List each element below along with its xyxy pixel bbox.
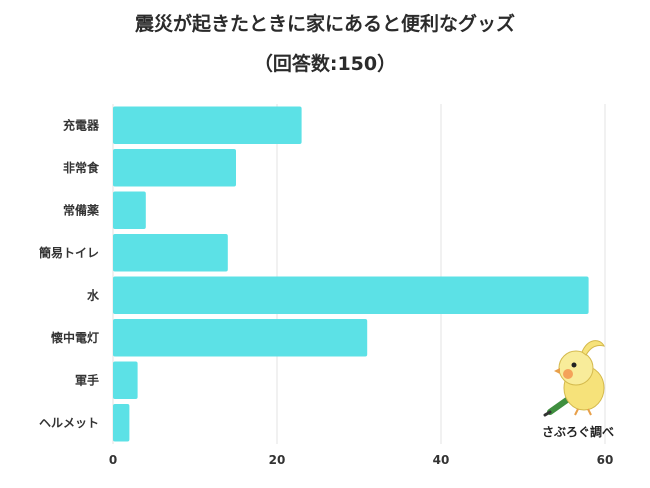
category-label: 軍手 [75, 372, 99, 387]
category-label: 非常食 [63, 160, 100, 175]
x-tick-label: 40 [433, 453, 450, 467]
x-tick-label: 20 [269, 453, 286, 467]
bar-1 [113, 149, 236, 187]
category-label: 簡易トイレ [39, 245, 99, 260]
bars [113, 106, 589, 442]
chart-title: 震災が起きたときに家にあると便利なグッズ [134, 13, 515, 35]
x-tick-label: 0 [109, 453, 117, 467]
cockatiel-mascot-icon [543, 340, 605, 417]
x-axis-ticks: 0 20 40 60 [109, 453, 614, 467]
bar-4 [113, 276, 589, 314]
category-label: ヘルメット [39, 416, 99, 430]
bar-7 [113, 404, 130, 442]
bar-2 [113, 191, 146, 229]
category-label: 充電器 [63, 117, 100, 132]
bar-6 [113, 361, 138, 399]
bar-5 [113, 319, 368, 357]
chart-subtitle: （回答数:150） [253, 53, 397, 75]
bar-3 [113, 234, 228, 272]
category-label: 懐中電灯 [51, 330, 99, 345]
category-label: 常備薬 [63, 202, 99, 217]
bar-0 [113, 106, 302, 144]
category-label: 水 [87, 287, 100, 302]
brand-label: さぶろぐ調べ [542, 424, 614, 439]
x-tick-label: 60 [597, 453, 614, 467]
